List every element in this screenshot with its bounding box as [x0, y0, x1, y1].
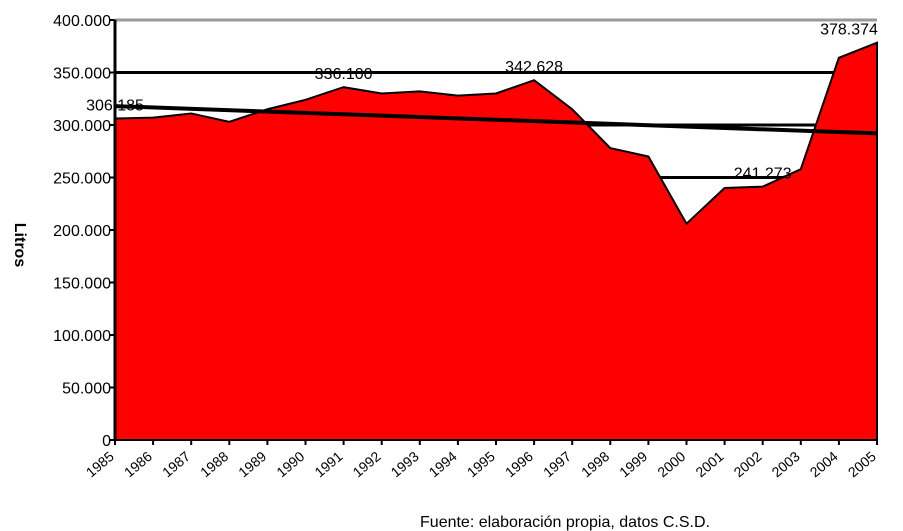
x-tick-label: 1987 [159, 448, 193, 480]
x-tick-label: 1986 [121, 448, 155, 480]
y-tick-label: 100.000 [53, 328, 111, 345]
x-tick-label: 1993 [388, 448, 422, 480]
source-note: Fuente: elaboración propia, datos C.S.D. [420, 514, 710, 531]
data-label: 336.100 [315, 66, 373, 83]
data-label: 342.628 [505, 59, 563, 76]
x-tick-label: 2005 [845, 448, 879, 480]
x-tick-label: 2002 [730, 448, 764, 480]
x-tick-label: 1990 [273, 448, 307, 480]
x-tick-label: 1991 [311, 448, 345, 480]
y-tick-label: 350.000 [53, 66, 111, 83]
x-tick-label: 2001 [692, 448, 726, 480]
x-tick-label: 2004 [807, 448, 841, 480]
x-tick-label: 1992 [349, 448, 383, 480]
x-tick-label: 1989 [235, 448, 269, 480]
x-tick-label: 1999 [616, 448, 650, 480]
trend-line [114, 104, 878, 136]
y-tick-label: 250.000 [53, 171, 111, 188]
data-label: 241.273 [734, 166, 792, 183]
y-tick-label: 400.000 [53, 13, 111, 30]
y-tick-label: 300.000 [53, 118, 111, 135]
x-tick-label: 1995 [464, 448, 498, 480]
y-tick-label: 0 [102, 433, 111, 450]
x-tick-label: 2000 [654, 448, 688, 480]
area [114, 41, 878, 441]
y-axis-label: Litros [11, 223, 28, 268]
data-label: 378.374 [820, 22, 878, 39]
y-tick-label: 200.000 [53, 223, 111, 240]
x-tick-label: 1985 [83, 448, 117, 480]
x-tick-label: 1994 [426, 448, 460, 480]
x-tick-label: 1996 [502, 448, 536, 480]
x-tick-label: 2003 [769, 448, 803, 480]
y-tick-label: 150.000 [53, 276, 111, 293]
x-tick-label: 1988 [197, 448, 231, 480]
x-tick-label: 1998 [578, 448, 612, 480]
x-tick-label: 1997 [540, 448, 574, 480]
y-tick-label: 50.000 [62, 381, 111, 398]
